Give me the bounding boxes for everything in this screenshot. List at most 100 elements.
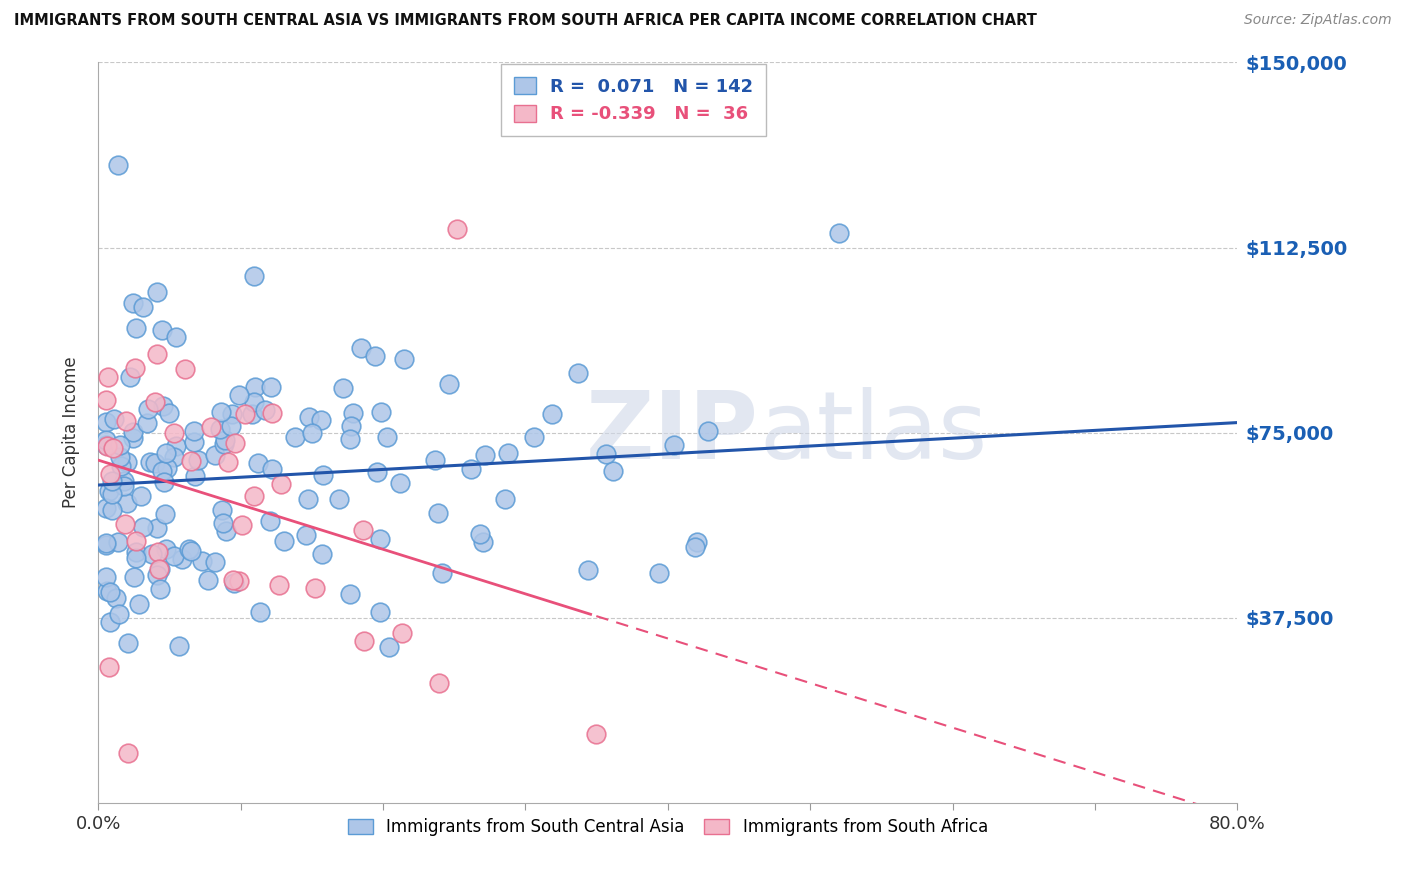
Point	[94, 393, 117, 408]
Point	[146, 285, 169, 300]
Point	[173, 362, 195, 376]
Point	[311, 547, 333, 561]
Point	[156, 460, 179, 475]
Point	[204, 448, 226, 462]
Point	[430, 566, 453, 580]
Point	[391, 626, 413, 640]
Point	[245, 379, 267, 393]
Point	[214, 434, 236, 448]
Point	[100, 486, 122, 500]
Point	[460, 462, 482, 476]
Point	[204, 555, 226, 569]
Point	[98, 585, 121, 599]
Point	[350, 342, 373, 356]
Point	[177, 542, 200, 557]
Point	[567, 366, 589, 380]
Point	[163, 549, 186, 563]
Point	[98, 615, 121, 630]
Point	[247, 456, 270, 470]
Point	[498, 446, 520, 460]
Point	[117, 747, 139, 761]
Point	[186, 452, 208, 467]
Point	[155, 446, 177, 460]
Point	[342, 406, 364, 420]
Point	[110, 459, 132, 474]
Point	[96, 583, 118, 598]
Point	[131, 489, 153, 503]
Point	[157, 406, 180, 420]
Point	[228, 387, 250, 401]
Point	[167, 639, 190, 653]
Point	[98, 660, 121, 674]
Point	[364, 349, 387, 363]
Point	[128, 597, 150, 611]
Point	[378, 640, 401, 654]
Point	[183, 425, 205, 439]
Point	[474, 449, 496, 463]
Point	[146, 521, 169, 535]
Point	[224, 435, 246, 450]
Point	[155, 541, 177, 556]
Text: ZIP: ZIP	[586, 386, 759, 479]
Point	[150, 464, 173, 478]
Point	[100, 467, 122, 481]
Text: IMMIGRANTS FROM SOUTH CENTRAL ASIA VS IMMIGRANTS FROM SOUTH AFRICA PER CAPITA IN: IMMIGRANTS FROM SOUTH CENTRAL ASIA VS IM…	[14, 13, 1038, 29]
Point	[468, 526, 491, 541]
Point	[108, 450, 131, 465]
Point	[101, 442, 124, 456]
Point	[152, 399, 174, 413]
Point	[94, 415, 117, 429]
Point	[211, 503, 233, 517]
Point	[260, 379, 283, 393]
Point	[136, 402, 159, 417]
Point	[138, 455, 160, 469]
Point	[392, 352, 415, 367]
Point	[222, 575, 245, 590]
Point	[146, 545, 169, 559]
Point	[270, 476, 292, 491]
Point	[112, 479, 135, 493]
Point	[312, 467, 335, 482]
Point	[146, 567, 169, 582]
Point	[163, 450, 186, 464]
Point	[197, 573, 219, 587]
Point	[297, 491, 319, 506]
Point	[267, 577, 290, 591]
Point	[149, 582, 172, 597]
Point	[368, 532, 391, 546]
Point	[437, 376, 460, 391]
Point	[541, 407, 564, 421]
Point	[117, 636, 139, 650]
Point	[172, 552, 194, 566]
Point	[150, 322, 173, 336]
Text: atlas: atlas	[759, 386, 987, 479]
Point	[132, 520, 155, 534]
Point	[96, 501, 118, 516]
Point	[101, 474, 124, 488]
Point	[97, 483, 120, 498]
Point	[96, 439, 118, 453]
Point	[117, 496, 139, 510]
Point	[472, 535, 495, 549]
Point	[233, 407, 256, 421]
Point	[243, 394, 266, 409]
Point	[427, 676, 450, 690]
Point	[184, 469, 207, 483]
Point	[304, 581, 326, 595]
Point	[339, 432, 361, 446]
Point	[108, 607, 131, 621]
Point	[104, 591, 127, 605]
Point	[131, 300, 153, 314]
Point	[110, 438, 132, 452]
Point	[243, 268, 266, 283]
Text: Source: ZipAtlas.com: Source: ZipAtlas.com	[1244, 13, 1392, 28]
Point	[328, 491, 350, 506]
Point	[427, 506, 450, 520]
Point	[94, 570, 117, 584]
Point	[254, 403, 277, 417]
Point	[284, 430, 307, 444]
Point	[143, 395, 166, 409]
Point	[585, 727, 607, 741]
Point	[97, 370, 120, 384]
Legend: Immigrants from South Central Asia, Immigrants from South Africa: Immigrants from South Central Asia, Immi…	[342, 811, 994, 843]
